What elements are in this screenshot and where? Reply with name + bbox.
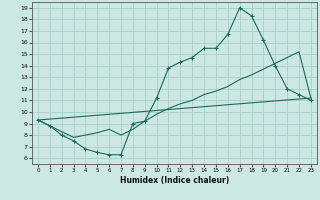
X-axis label: Humidex (Indice chaleur): Humidex (Indice chaleur) — [120, 176, 229, 185]
